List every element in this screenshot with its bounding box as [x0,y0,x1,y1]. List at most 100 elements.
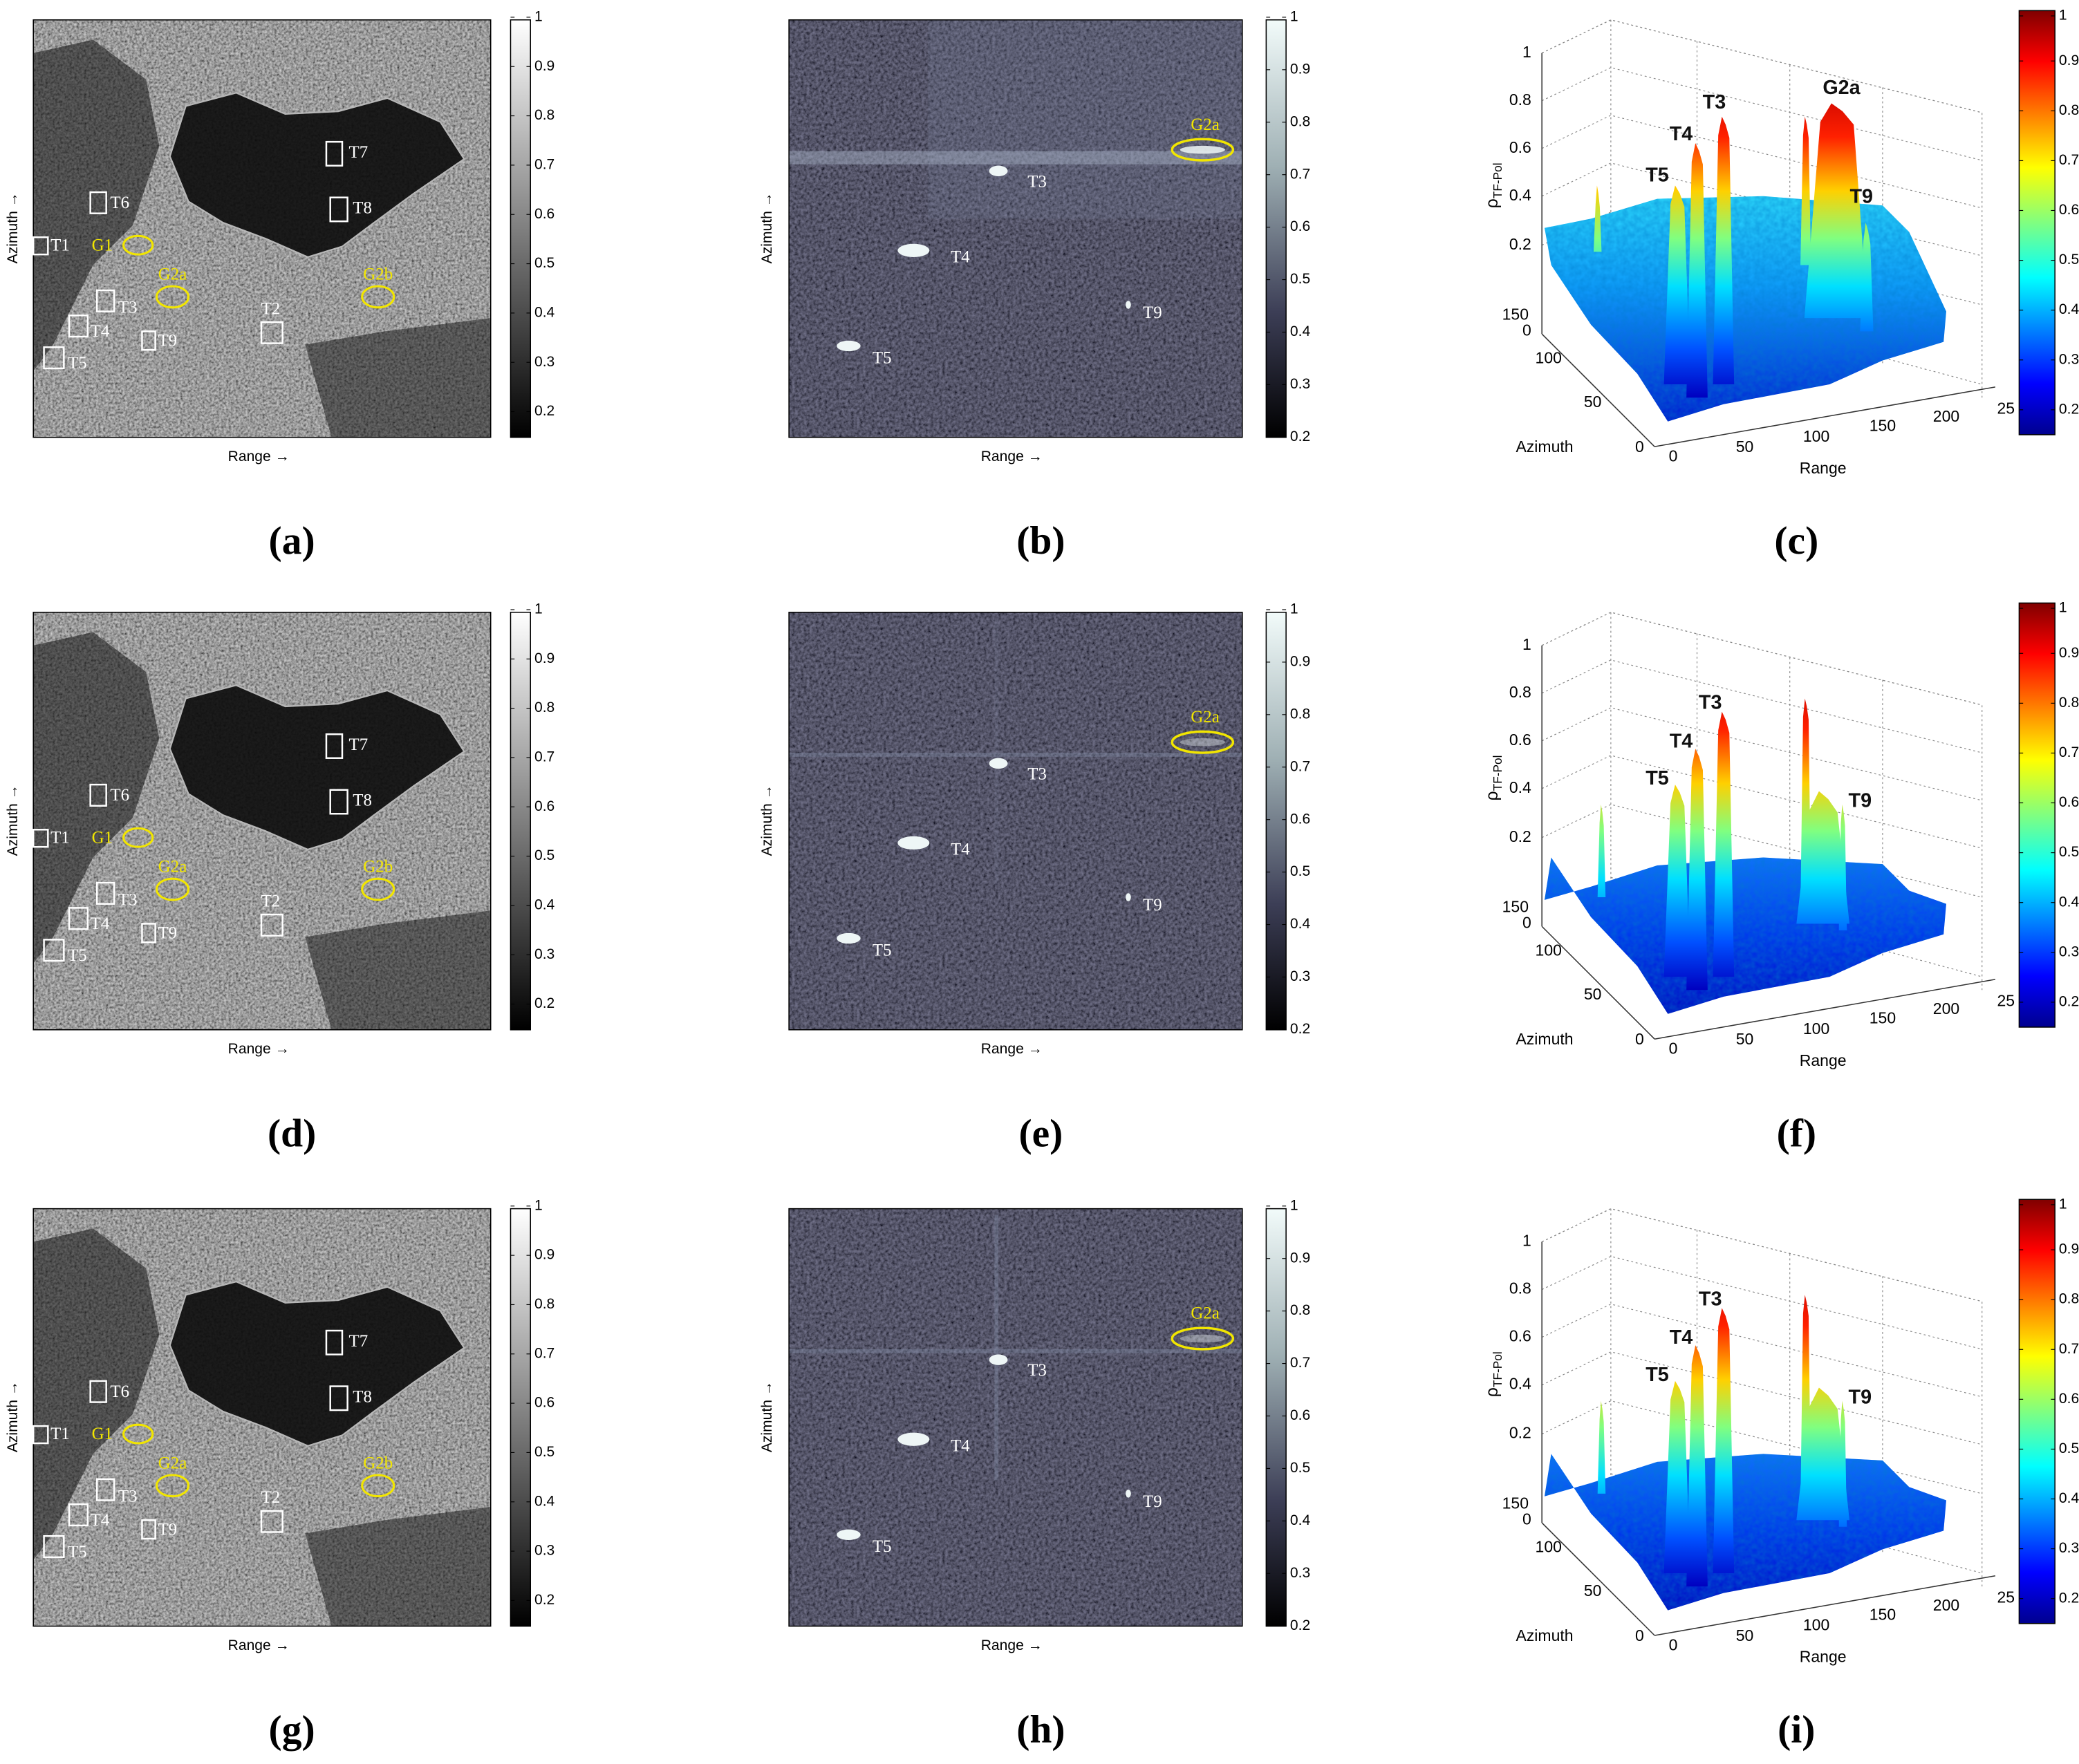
colorbar-tick-label: 0.2 [534,1592,554,1608]
target-label: T7 [349,1332,369,1351]
target-ellipse [122,1423,154,1445]
target-label: G2a [158,265,187,284]
grid-line [1541,612,1982,706]
peak-label: T3 [1699,1288,1722,1311]
colorbar [510,612,532,1031]
target-label: G2b [363,858,393,876]
peak-label: T4 [1670,730,1693,752]
surface-texture [1545,196,1946,422]
peak-label: T3 [1703,91,1726,113]
target-ellipse [1171,138,1235,162]
clutter-haze [928,19,1242,219]
x-axis-label: Range → [981,1041,1043,1057]
z-tick-label: 0.8 [1509,91,1531,109]
colorbar-tick-label: 0.7 [534,156,554,172]
target-ellipse [156,877,190,901]
water-region [305,1507,491,1626]
z-axis-label: ρTF-Pol [1482,1351,1504,1397]
target-label: T9 [1143,303,1162,322]
range-tick-label: 25 [1997,400,2015,417]
water-region [305,318,491,438]
target-glow [1180,1334,1225,1343]
panel-label: (i) [1778,1708,1815,1752]
z-tick-label: 0 [1522,913,1531,931]
z-tick-label: 1 [1522,635,1531,653]
colorbar-tick-label: 0.8 [1290,1302,1310,1318]
detector-image [789,612,1242,1030]
range-axis-label: Range [1800,1648,1847,1666]
azimuth-tick-label: 0 [1635,1030,1644,1048]
range-tick-label: 200 [1933,1000,1959,1017]
colorbar-tick-label: 0.3 [534,946,554,962]
z-tick-label: 0.4 [1509,186,1531,204]
target-ellipse [361,1474,395,1498]
z-tick-label: 1 [1522,1232,1531,1250]
grid-line [1541,755,1982,849]
colorbar [510,19,532,438]
range-axis [1654,979,1996,1040]
range-tick-label: 50 [1736,1030,1754,1048]
colorbar-tick-label: 0.8 [1290,113,1310,129]
range-axis [1654,1575,1996,1636]
grid-line [1541,1304,1982,1398]
target-glow [989,758,1008,769]
azimuth-tick-label: 100 [1536,349,1562,367]
azimuth-tick-label: 150 [1502,897,1529,915]
surface-peak [1713,711,1735,977]
azimuth-axis-label: Azimuth [1516,1626,1573,1644]
z-axis-label-base: ρ [1482,1387,1502,1397]
z-tick-label: 0.2 [1509,235,1531,253]
target-label: G1 [92,828,113,847]
water-region [33,632,160,964]
colorbar-tick-label: 0.3 [1290,376,1310,392]
panel-label: (b) [1016,519,1065,563]
colorbar-tick-label: 0.4 [1290,916,1311,932]
target-ellipse [361,877,395,901]
azimuth-tick-label: 50 [1584,985,1602,1003]
range-tick-label: 25 [1997,992,2015,1010]
z-tick-label: 0.8 [1509,683,1531,701]
colorbar-tick-label: 0.9 [1290,653,1310,669]
target-label: T9 [1143,896,1162,914]
target-box [68,315,89,338]
colorbar-tick-label: 0.6 [534,1395,554,1411]
colorbar-tick-label: 1 [534,9,543,25]
surface-peak [1686,1345,1708,1587]
target-label: T6 [110,786,129,805]
target-label: T3 [118,1487,138,1505]
colorbar [1265,19,1287,438]
x-axis-label: Range → [228,1638,290,1653]
colorbar-tick-label: 0.9 [1290,1250,1310,1266]
colorbar-tick-label: 0.5 [1290,1460,1310,1476]
surface-peak [1713,1308,1735,1573]
colorbar-tick-label: 0.4 [1290,323,1311,339]
z-tick-label: 0.4 [1509,1375,1531,1393]
target-label: T5 [873,348,892,367]
colorbar-tick-label: 0.6 [1290,1407,1310,1423]
z-axis-label-sub: TF-Pol [1490,756,1504,791]
colorbar [510,1208,532,1627]
x-axis-label: Range → [981,449,1043,465]
target-ellipse [1171,1326,1235,1351]
colorbar-tick-label: 0.4 [534,897,555,913]
target-label: T1 [50,236,70,254]
x-axis-label: Range → [981,1638,1043,1653]
panel: G2a T3 T4 T9 T5 1 0.9 0.8 0.7 0.6 0.5 0.4 0.3 0.2 Rang… [759,1197,1310,1752]
target-label: T6 [110,1382,129,1401]
z-tick-label: 0.8 [1509,1279,1531,1297]
range-tick-label: 0 [1669,447,1678,465]
colorbar-tick-label: 1 [1290,9,1298,25]
colorbar-tick-label: 0.9 [534,1247,554,1263]
peak-label: T9 [1849,185,1873,207]
colorbar [1265,1208,1287,1627]
box-grid [1541,19,1983,398]
colorbar-tick-label: 0.2 [2059,993,2079,1009]
target-glow [1180,738,1225,747]
target-label: T8 [353,791,372,810]
target-glow [897,243,930,257]
range-tick-label: 150 [1870,416,1896,434]
colorbar-tick-label: 0.5 [534,1444,554,1460]
colorbar [2018,10,2055,435]
panel-label: (h) [1016,1708,1065,1752]
z-tick-label: 1 [1522,43,1531,61]
